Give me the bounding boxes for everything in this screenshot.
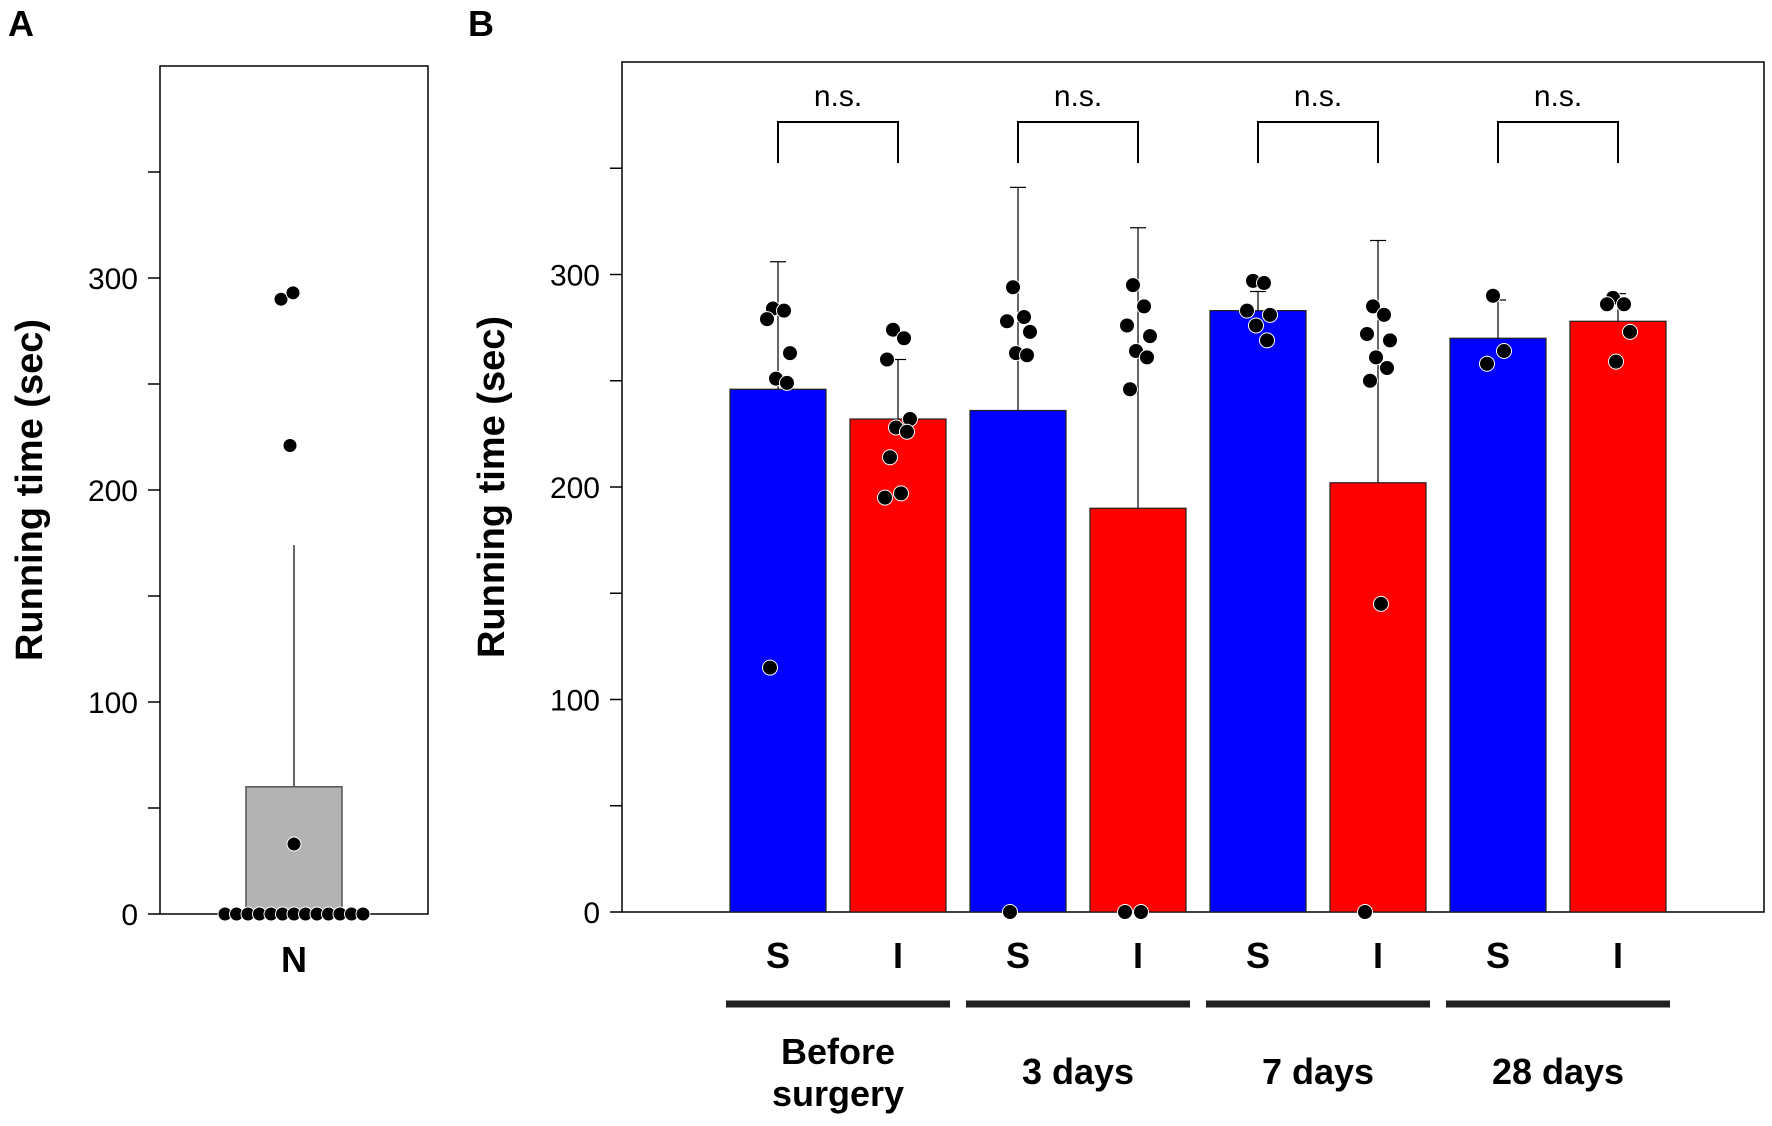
data-point xyxy=(782,345,798,362)
group-label: 28 days xyxy=(1492,1051,1624,1092)
group-label-line: Before xyxy=(781,1031,895,1072)
data-point xyxy=(1496,343,1512,359)
x-category-label: N xyxy=(281,939,307,980)
data-point xyxy=(1622,323,1638,340)
data-point xyxy=(1125,277,1141,294)
data-point xyxy=(882,449,898,466)
data-point xyxy=(1248,317,1264,334)
x-category-label: I xyxy=(1613,935,1623,976)
data-point xyxy=(1365,298,1381,315)
data-point xyxy=(776,302,792,319)
panel-a-label: A xyxy=(8,3,34,44)
bar xyxy=(969,409,1067,913)
data-point xyxy=(1362,372,1378,389)
data-point xyxy=(1239,302,1255,319)
data-point xyxy=(1016,309,1032,325)
significance-bracket xyxy=(1497,121,1619,163)
bar xyxy=(849,418,947,913)
data-point xyxy=(759,311,775,328)
y-tick-label: 0 xyxy=(121,899,138,932)
y-tick-label: 100 xyxy=(550,685,600,718)
data-point xyxy=(779,374,795,391)
data-point xyxy=(355,906,371,922)
group-label: 7 days xyxy=(1262,1051,1374,1092)
significance-label: n.s. xyxy=(1054,80,1102,113)
bar xyxy=(1209,310,1307,913)
data-point xyxy=(273,291,289,307)
data-point xyxy=(879,351,895,368)
y-axis-title: Running time (sec) xyxy=(471,316,513,658)
data-point xyxy=(1608,353,1624,370)
bar xyxy=(1329,482,1427,913)
data-point xyxy=(885,321,901,338)
significance-bracket xyxy=(1257,121,1379,163)
x-category-label: S xyxy=(1486,935,1510,976)
y-tick-label: 200 xyxy=(88,475,138,508)
data-point xyxy=(896,330,912,347)
y-tick-label: 200 xyxy=(550,472,600,505)
data-point xyxy=(1122,381,1138,398)
bar xyxy=(1089,507,1187,913)
significance-label: n.s. xyxy=(1294,80,1342,113)
data-point xyxy=(1256,275,1272,291)
data-point xyxy=(1376,306,1392,323)
data-point xyxy=(1022,323,1038,340)
data-point xyxy=(1139,349,1155,366)
group-label-line: surgery xyxy=(772,1073,904,1114)
significance-bracket xyxy=(777,121,899,163)
data-point xyxy=(1616,296,1632,313)
data-point xyxy=(1019,347,1035,364)
bar xyxy=(1449,337,1547,913)
significance-label: n.s. xyxy=(1534,80,1582,113)
data-point xyxy=(1142,328,1158,345)
data-point xyxy=(285,285,301,301)
data-point xyxy=(1485,287,1501,304)
x-category-label: I xyxy=(1373,935,1383,976)
y-axis-title: Running time (sec) xyxy=(9,319,51,661)
data-point xyxy=(762,659,778,676)
y-tick-label: 100 xyxy=(88,687,138,720)
data-point xyxy=(1357,904,1373,920)
data-point xyxy=(893,485,909,502)
x-category-label: S xyxy=(1006,935,1030,976)
data-point xyxy=(1599,296,1615,313)
data-point xyxy=(1136,298,1152,315)
panel-b-label: B xyxy=(468,3,494,44)
data-point xyxy=(899,423,915,440)
x-category-label: S xyxy=(1246,935,1270,976)
y-tick-label: 300 xyxy=(88,263,138,296)
panel-b: B 0 100 200 300 Running time (sec) S I S I S I S In.… xyxy=(468,3,1765,1114)
data-point xyxy=(1117,904,1133,920)
data-point xyxy=(1259,332,1275,349)
data-point xyxy=(1133,904,1149,920)
x-category-label: I xyxy=(893,935,903,976)
data-point xyxy=(1119,317,1135,334)
data-point xyxy=(1373,595,1389,612)
group-label: 3 days xyxy=(1022,1051,1134,1092)
data-point xyxy=(1379,360,1395,376)
data-point xyxy=(999,313,1015,330)
bar xyxy=(729,388,827,913)
data-point xyxy=(1479,355,1495,372)
x-category-label: I xyxy=(1133,935,1143,976)
data-point xyxy=(1005,279,1021,296)
x-category-label: S xyxy=(766,935,790,976)
y-tick-label: 300 xyxy=(550,260,600,293)
data-point xyxy=(286,836,302,852)
data-point xyxy=(877,489,893,506)
significance-bracket xyxy=(1017,121,1139,163)
y-tick-label: 0 xyxy=(583,897,600,930)
data-point xyxy=(1368,349,1384,366)
data-point xyxy=(282,437,298,453)
panel-a: A 0 100 200 300 Running time (sec) N xyxy=(8,3,429,980)
data-point xyxy=(1262,306,1278,323)
data-point xyxy=(1382,332,1398,349)
data-point xyxy=(1359,326,1375,342)
significance-label: n.s. xyxy=(814,80,862,113)
bar xyxy=(1569,320,1667,913)
data-point xyxy=(1002,904,1018,920)
